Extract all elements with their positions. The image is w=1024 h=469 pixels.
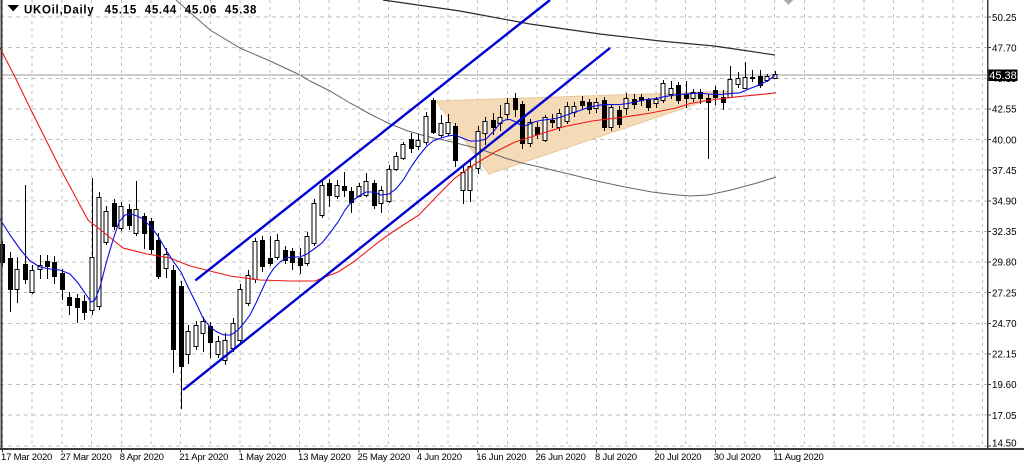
svg-text:17 Mar 2020: 17 Mar 2020	[1, 452, 52, 463]
svg-text:40.00: 40.00	[992, 135, 1017, 146]
svg-text:47.70: 47.70	[992, 43, 1017, 54]
svg-text:27 Mar 2020: 27 Mar 2020	[60, 452, 111, 463]
svg-text:27.25: 27.25	[992, 288, 1017, 299]
svg-text:8 Apr 2020: 8 Apr 2020	[120, 452, 164, 463]
svg-text:19.60: 19.60	[992, 380, 1017, 391]
svg-text:4 Jun 2020: 4 Jun 2020	[417, 452, 462, 463]
svg-text:22.15: 22.15	[992, 350, 1017, 361]
svg-text:34.90: 34.90	[992, 197, 1017, 208]
svg-text:21 Apr 2020: 21 Apr 2020	[179, 452, 228, 463]
svg-text:17.05: 17.05	[992, 411, 1017, 422]
svg-text:45.38: 45.38	[989, 70, 1017, 82]
svg-text:11 Aug 2020: 11 Aug 2020	[773, 452, 823, 463]
svg-text:24.70: 24.70	[992, 319, 1017, 330]
svg-text:37.45: 37.45	[992, 166, 1017, 177]
svg-text:14.50: 14.50	[992, 438, 1017, 449]
svg-text:13 May 2020: 13 May 2020	[298, 452, 351, 463]
svg-text:26 Jun 2020: 26 Jun 2020	[536, 452, 586, 463]
svg-text:16 Jun 2020: 16 Jun 2020	[476, 452, 526, 463]
svg-text:50.25: 50.25	[992, 13, 1017, 24]
svg-text:1 May 2020: 1 May 2020	[239, 452, 287, 463]
svg-text:UKOil,Daily 45.15 45.44 45.: UKOil,Daily 45.15 45.44 45.06 45.38	[24, 5, 257, 17]
svg-text:32.35: 32.35	[992, 227, 1017, 238]
svg-text:42.55: 42.55	[992, 105, 1017, 116]
svg-text:25 May 2020: 25 May 2020	[357, 452, 410, 463]
svg-text:29.80: 29.80	[992, 258, 1017, 269]
svg-text:20 Jul 2020: 20 Jul 2020	[654, 452, 701, 463]
svg-text:30 Jul 2020: 30 Jul 2020	[714, 452, 761, 463]
svg-text:8 Jul 2020: 8 Jul 2020	[595, 452, 637, 463]
